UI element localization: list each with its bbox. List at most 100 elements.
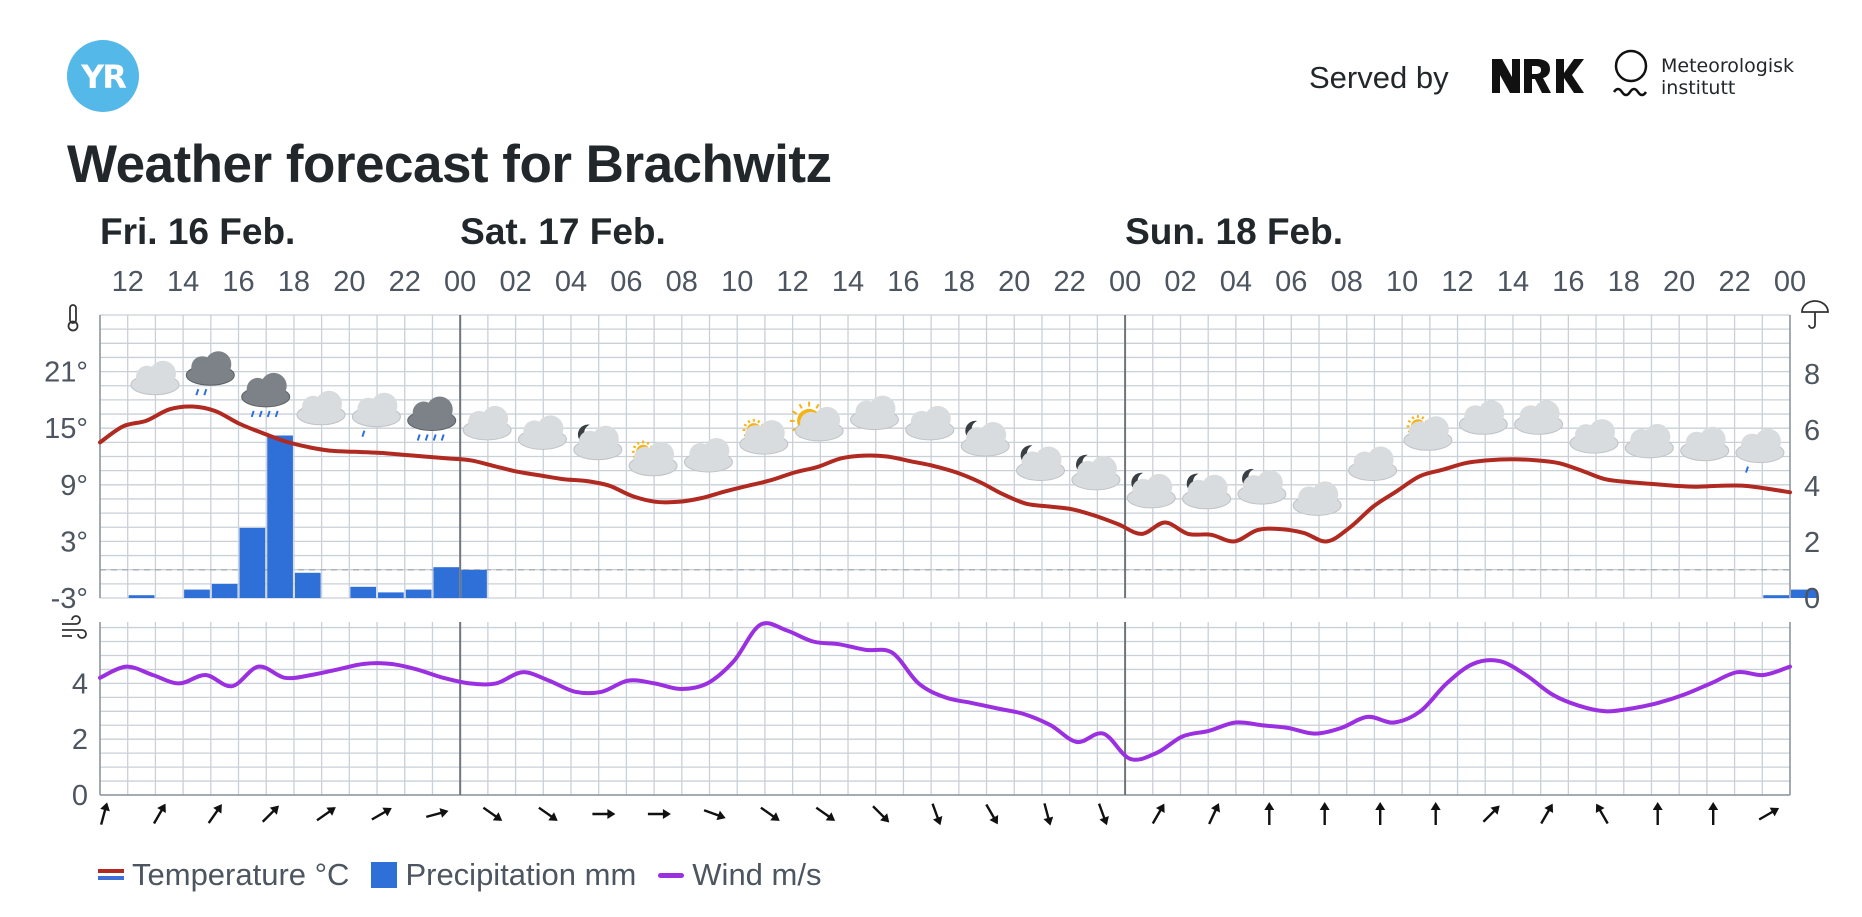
sun-ray xyxy=(1421,416,1425,420)
temperature-tick: 15° xyxy=(44,413,88,445)
precipitation-bar xyxy=(267,435,293,598)
hour-label: 18 xyxy=(943,266,975,298)
hour-label: 06 xyxy=(1275,266,1307,298)
arrow-head xyxy=(439,808,449,818)
wind-direction-arrow xyxy=(1319,802,1330,825)
weather-symbol-night-cloudy xyxy=(573,424,623,461)
hour-label: 12 xyxy=(1441,266,1473,298)
cloud-part xyxy=(1755,428,1781,455)
precipitation-tick: 4 xyxy=(1804,471,1820,503)
wind-direction-arrow xyxy=(703,809,726,821)
hour-label: 16 xyxy=(1552,266,1584,298)
weather-symbol-night-cloudy xyxy=(1126,472,1176,509)
arrow-head xyxy=(770,812,780,821)
weather-symbol-partly-sunny xyxy=(739,418,789,455)
met-line1: Meteorologisk xyxy=(1661,55,1795,77)
hour-label: 12 xyxy=(112,266,144,298)
temperature-line xyxy=(98,404,1792,544)
arrow-head xyxy=(607,809,616,819)
wind-direction-arrow xyxy=(1595,803,1609,825)
arrow-head xyxy=(1155,803,1165,814)
weather-symbol-rain-heavy xyxy=(407,396,457,441)
rain-drop xyxy=(258,410,263,418)
precipitation-bar xyxy=(405,589,432,598)
axis-icons xyxy=(62,300,1829,639)
day-label: Sat. 17 Feb. xyxy=(460,211,666,252)
arrow-head xyxy=(1375,802,1386,810)
served-by-label: Served by xyxy=(1309,60,1449,95)
arrow-head xyxy=(100,802,110,812)
arrow-head xyxy=(1769,807,1780,817)
rain-drop xyxy=(440,434,445,441)
cloud-part xyxy=(758,420,785,447)
weather-symbols xyxy=(130,351,1785,516)
weather-symbol-rain-cloudy xyxy=(185,351,235,396)
cloud-part xyxy=(205,351,232,378)
sun-ray xyxy=(636,441,640,446)
yr-logo[interactable]: YR xyxy=(67,40,139,112)
wind-series xyxy=(98,621,1792,762)
precipitation-tick: 6 xyxy=(1804,415,1820,447)
hour-label: 18 xyxy=(278,266,310,298)
weather-symbol-cloudy xyxy=(850,395,899,431)
precipitation-tick: 2 xyxy=(1804,527,1820,559)
chart-grid xyxy=(99,314,1791,796)
wind-tick: 2 xyxy=(72,724,88,756)
arrow-head xyxy=(662,809,671,819)
weather-symbol-cloudy xyxy=(1624,423,1674,459)
wind-direction-arrow xyxy=(152,803,166,825)
rain-drop xyxy=(424,434,429,441)
wind-direction-arrow xyxy=(1097,803,1109,826)
cloud-part xyxy=(1422,416,1449,443)
cloud-part xyxy=(592,425,619,452)
hour-label: 10 xyxy=(721,266,753,298)
legend-precipitation: Precipitation mm xyxy=(371,857,636,893)
arrow-head xyxy=(1652,802,1663,810)
wind-direction-arrow xyxy=(647,809,671,819)
hour-label: 12 xyxy=(776,266,808,298)
arrow-head xyxy=(1595,803,1605,814)
wind-tick: 4 xyxy=(72,668,88,700)
rain-drop xyxy=(432,434,437,441)
cloud-part xyxy=(869,395,896,422)
weather-symbol-cloudy xyxy=(1569,419,1619,454)
wind-direction-arrow xyxy=(1758,807,1780,821)
cloud-part xyxy=(1201,474,1228,501)
sun-ray xyxy=(798,403,803,409)
wind-direction-arrow xyxy=(872,805,890,823)
thermometer-icon xyxy=(67,304,79,332)
legend-wind-label: Wind m/s xyxy=(692,857,822,892)
wind-direction-arrow xyxy=(425,808,449,819)
hour-label: 10 xyxy=(1386,266,1418,298)
wind-direction-arrow xyxy=(261,805,279,823)
nrk-logo[interactable] xyxy=(1490,57,1586,95)
legend-wind: Wind m/s xyxy=(658,857,821,893)
met-institute-logo[interactable]: Meteorologisk institutt xyxy=(1661,55,1794,99)
arrow-head xyxy=(1210,803,1221,813)
legend-precipitation-label: Precipitation mm xyxy=(405,857,637,892)
cloud-part xyxy=(1699,426,1726,453)
cloud-part xyxy=(1367,446,1394,473)
hour-label: 00 xyxy=(1774,266,1806,298)
arrow-head xyxy=(1043,816,1054,826)
sun-ray xyxy=(1411,416,1415,420)
precipitation-bar xyxy=(211,583,238,598)
wind-icon xyxy=(62,615,87,639)
temperature-tick: 9° xyxy=(60,470,88,502)
precipitation-bar xyxy=(378,592,404,598)
weather-symbol-rain-light xyxy=(351,392,401,438)
sun-ray xyxy=(815,403,820,409)
hour-label: 16 xyxy=(222,266,254,298)
cloud-part xyxy=(1090,455,1117,482)
wind-swatch xyxy=(658,872,685,878)
hour-label: 14 xyxy=(1497,266,1529,298)
weather-symbol-cloudy xyxy=(296,390,346,426)
weather-symbol-sunny-cloud xyxy=(789,401,844,442)
weather-symbol-partly-sunny xyxy=(1403,415,1453,451)
wind-direction-arrow xyxy=(815,806,836,821)
wind-direction-arrow xyxy=(1652,802,1663,825)
precipitation-bar xyxy=(433,567,460,598)
precipitation-swatch xyxy=(371,862,398,888)
wind-direction-arrow xyxy=(1264,802,1275,825)
hour-label: 14 xyxy=(167,266,199,298)
